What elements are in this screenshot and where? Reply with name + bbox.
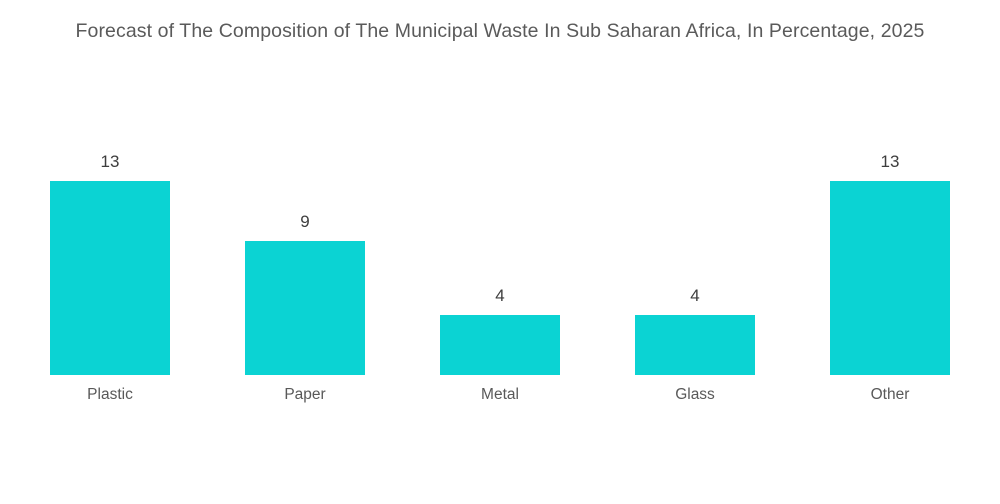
plot-area: 13 9 4 4 13 Plastic Paper	[0, 120, 1000, 403]
category-label-plastic: Plastic	[87, 386, 133, 403]
bar-value-label: 4	[690, 286, 700, 306]
bars-row: 13 9 4 4 13	[0, 120, 1000, 375]
category-label-metal: Metal	[481, 386, 519, 403]
bar-plastic[interactable]	[50, 181, 170, 375]
category-label-other: Other	[870, 386, 910, 403]
bar-group-plastic[interactable]: 13	[30, 120, 190, 375]
bar-paper[interactable]	[245, 240, 365, 375]
bar-value-label: 4	[495, 286, 505, 306]
bar-group-other[interactable]: 13	[810, 120, 970, 375]
bar-metal[interactable]	[440, 315, 560, 375]
bar-group-paper[interactable]: 9	[225, 120, 385, 375]
bar-value-label: 9	[300, 211, 310, 231]
category-labels-row: Plastic Paper Metal Glass Other	[0, 385, 1000, 405]
bar-value-label: 13	[880, 152, 900, 171]
category-label-glass: Glass	[675, 386, 715, 403]
category-label-paper: Paper	[284, 386, 326, 403]
bar-value-label: 13	[100, 152, 120, 171]
bar-group-glass[interactable]: 4	[615, 120, 775, 375]
bar-other[interactable]	[830, 181, 950, 375]
bar-glass[interactable]	[635, 315, 755, 375]
bar-group-metal[interactable]: 4	[420, 120, 580, 375]
chart-title: Forecast of The Composition of The Munic…	[75, 20, 925, 42]
